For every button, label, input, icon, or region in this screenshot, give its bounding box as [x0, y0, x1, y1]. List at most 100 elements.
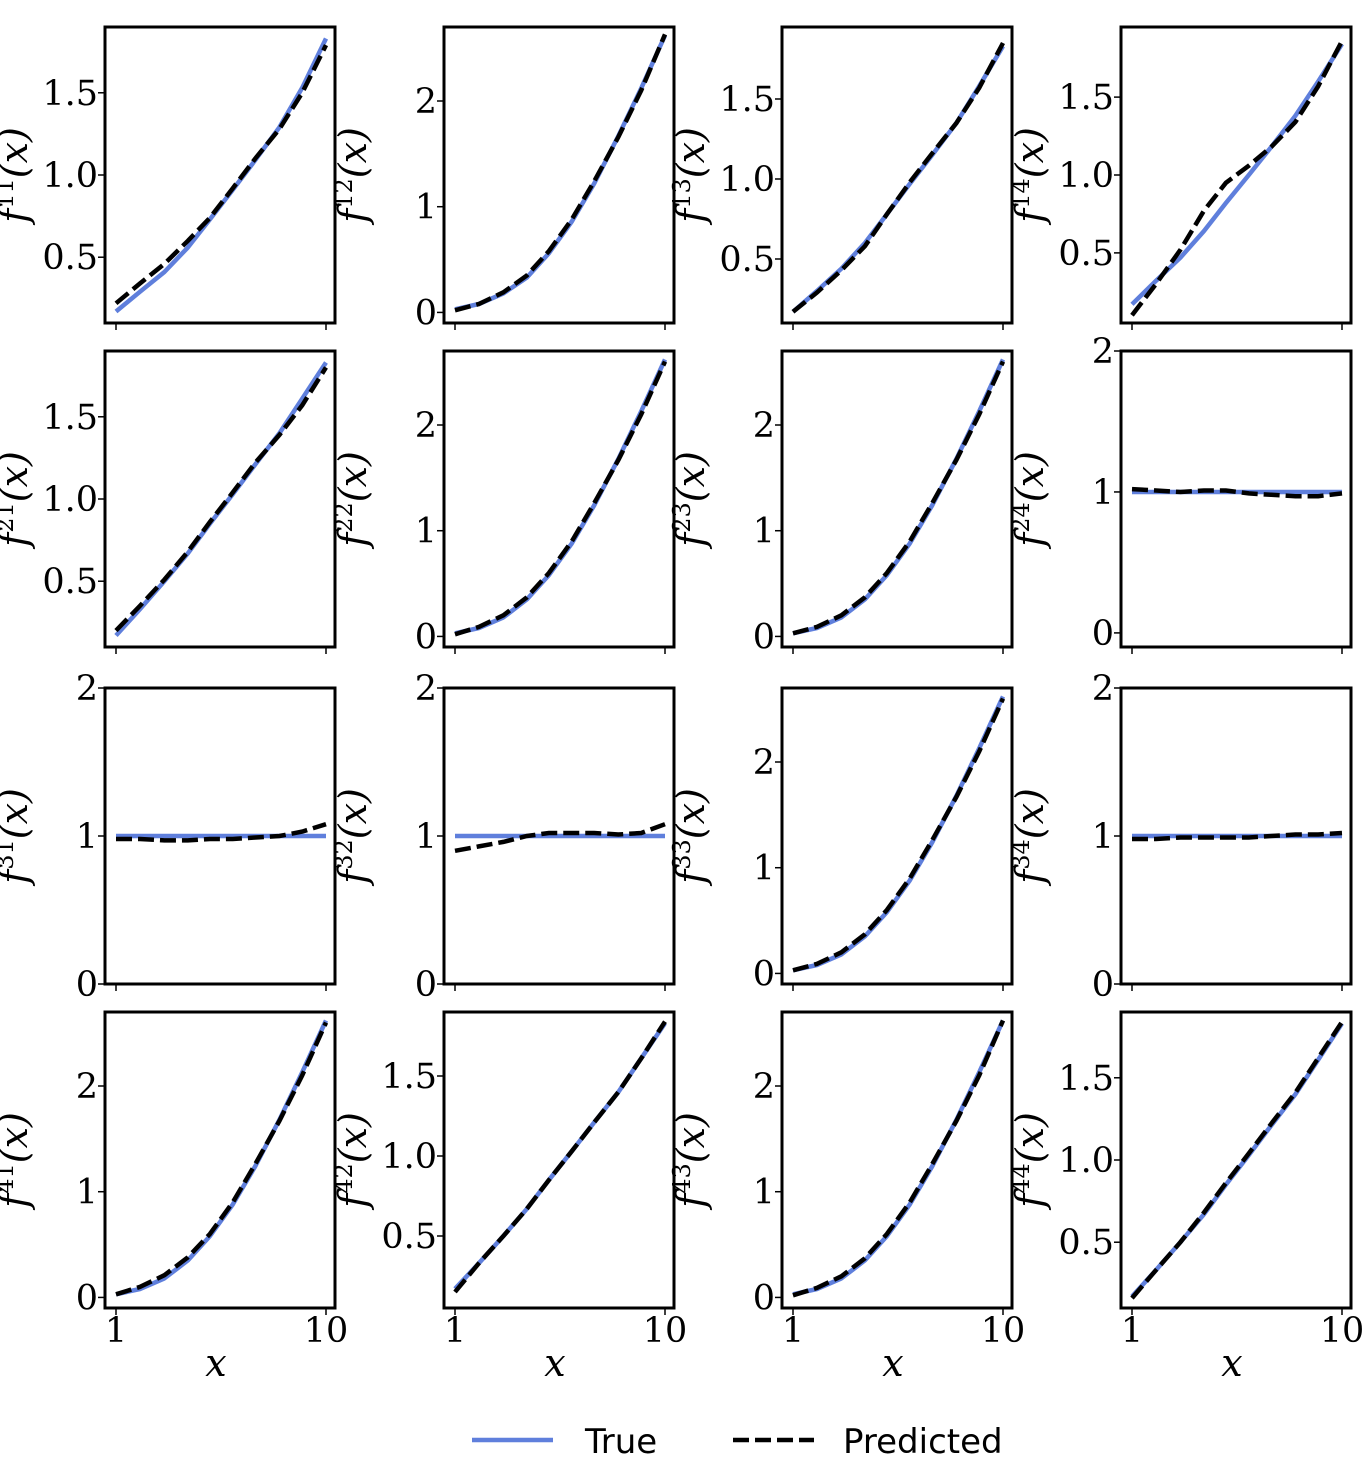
- y-tick-label: 1.0: [719, 160, 775, 200]
- y-tick-label: 0: [753, 954, 775, 994]
- subplot-34: 0 1 2 f34(x): [1007, 669, 1353, 1005]
- x-axis-label: x: [544, 1341, 565, 1385]
- true-line: [115, 1019, 329, 1297]
- axes-frame: [103, 349, 337, 649]
- y-tick-label: 2: [1092, 669, 1114, 709]
- axes-frame: [442, 25, 676, 325]
- y-axis-label: f21(x): [0, 451, 36, 550]
- x-tick-label: 1: [444, 1311, 466, 1351]
- true-line: [792, 358, 1006, 636]
- y-tick-label: 1: [415, 512, 437, 552]
- x-tick-label: 1: [782, 1311, 804, 1351]
- y-tick-label: 0.5: [1058, 234, 1114, 274]
- y-axis-label: f32(x): [330, 788, 375, 887]
- axes-frame: [1119, 686, 1353, 986]
- axes-frame: [780, 25, 1014, 325]
- y-tick-label: 1: [76, 1173, 98, 1213]
- y-tick-label: 0: [76, 1278, 98, 1318]
- y-axis-label: f11(x): [0, 127, 36, 226]
- subplot-11: 0.5 1.0 1.5f11(x): [0, 25, 337, 330]
- y-axis-label: f43(x): [668, 1112, 713, 1211]
- y-tick-label: 0.5: [381, 1217, 437, 1257]
- y-axis-label: f31(x): [0, 788, 36, 887]
- y-tick-label: 1.5: [42, 398, 98, 438]
- predicted-line: [454, 33, 668, 313]
- y-axis-label: f42(x): [330, 1112, 375, 1211]
- axes-frame: [103, 1010, 337, 1310]
- true-line: [1130, 1022, 1344, 1299]
- predicted-line: [114, 44, 329, 306]
- y-axis-label: f13(x): [668, 127, 713, 226]
- y-tick-label: 2: [753, 743, 775, 783]
- y-tick-label: 0.5: [42, 238, 98, 278]
- y-tick-label: 1: [1092, 473, 1114, 513]
- predicted-line: [116, 822, 327, 843]
- y-tick-label: 2: [1092, 332, 1114, 372]
- predicted-line: [791, 41, 1005, 314]
- subplot-41: 012110f41(x)x: [0, 1010, 349, 1385]
- x-tick-label: 10: [981, 1311, 1026, 1351]
- subplot-12: 0 1 2 f12(x): [330, 25, 676, 333]
- predicted-line: [792, 1019, 1006, 1298]
- y-tick-label: 0: [76, 965, 98, 1005]
- predicted-line: [454, 822, 666, 854]
- x-tick-label: 10: [643, 1311, 688, 1351]
- y-tick-label: 1.0: [42, 156, 98, 196]
- y-tick-label: 1: [76, 817, 98, 857]
- subplot-32: 0 1 2 f32(x): [330, 669, 676, 1005]
- y-axis-label: f44(x): [1007, 1112, 1052, 1211]
- x-axis-label: x: [205, 1341, 226, 1385]
- axes-frame: [103, 686, 337, 986]
- predicted-line: [1132, 830, 1343, 842]
- subplot-33: 0 1 2 f33(x): [668, 686, 1014, 994]
- y-tick-label: 1: [753, 512, 775, 552]
- y-tick-label: 0: [415, 617, 437, 657]
- y-tick-label: 1.0: [1058, 156, 1114, 196]
- axes-frame: [1119, 1010, 1353, 1310]
- y-axis-label: f23(x): [668, 451, 713, 550]
- subplot-42: 0.5 1.0 1.5 1 10 f42(x) x: [330, 1010, 688, 1385]
- x-tick-label: 1: [1121, 1311, 1143, 1351]
- y-tick-label: 1: [415, 188, 437, 228]
- y-tick-label: 1: [753, 849, 775, 889]
- y-tick-label: 0.5: [42, 562, 98, 602]
- predicted-line: [792, 360, 1006, 636]
- y-tick-label: 0.5: [1058, 1223, 1114, 1263]
- y-tick-label: 0: [753, 1278, 775, 1318]
- axes-frame: [780, 1010, 1014, 1310]
- true-line: [791, 45, 1005, 314]
- y-tick-label: 1.5: [1058, 1059, 1114, 1099]
- y-axis-label: f34(x): [1007, 788, 1052, 887]
- y-tick-label: 2: [753, 406, 775, 446]
- y-tick-label: 0.5: [719, 240, 775, 280]
- predicted-line: [792, 697, 1006, 973]
- axes-frame: [1119, 349, 1353, 649]
- axes-frame: [103, 25, 337, 325]
- predicted-line: [1131, 486, 1343, 499]
- y-tick-label: 1: [753, 1173, 775, 1213]
- x-tick-label: 10: [1320, 1311, 1365, 1351]
- y-tick-label: 1.0: [42, 480, 98, 520]
- subplot-44: 0.5 1.0 1.5 1 10 f44(x) x: [1007, 1010, 1365, 1385]
- y-tick-label: 1.5: [1058, 78, 1114, 118]
- subplot-grid: 0.51.01.5f11(x)012f12(x)0.51.01.5f13(x)0…: [0, 25, 1365, 1385]
- legend-true-label: True: [584, 1422, 657, 1462]
- axes-frame: [780, 686, 1014, 986]
- y-tick-label: 1: [1092, 817, 1114, 857]
- predicted-line: [454, 360, 668, 637]
- y-tick-label: 0: [1092, 614, 1114, 654]
- axes-frame: [780, 349, 1014, 649]
- x-axis-label: x: [882, 1341, 903, 1385]
- y-axis-label: f12(x): [330, 127, 375, 226]
- y-tick-label: 0: [415, 293, 437, 333]
- y-tick-label: 2: [415, 669, 437, 709]
- x-tick-label: 10: [304, 1311, 349, 1351]
- legend: True Predicted: [472, 1422, 1003, 1462]
- subplot-21: 0.5 1.0 1.5f21(x): [0, 349, 337, 654]
- y-axis-label: f33(x): [668, 788, 713, 887]
- true-line: [453, 1021, 667, 1291]
- x-axis-label: x: [1221, 1341, 1242, 1385]
